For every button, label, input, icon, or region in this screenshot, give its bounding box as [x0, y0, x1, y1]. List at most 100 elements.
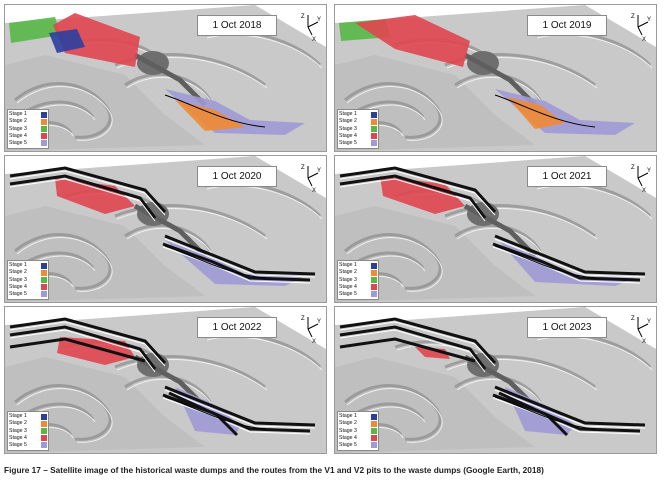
svg-text:Y: Y	[317, 319, 321, 325]
stage-legend: Stage 1 Stage 2 Stage 3 Stage 4 Stage 5	[7, 109, 49, 149]
svg-text:X: X	[312, 188, 316, 192]
legend-label: Stage 3	[339, 276, 357, 283]
legend-item: Stage 2	[339, 269, 377, 276]
legend-item: Stage 1	[9, 111, 47, 118]
legend-label: Stage 5	[9, 290, 27, 297]
panel-date-label: 1 Oct 2019	[527, 15, 607, 36]
legend-item: Stage 5	[339, 140, 377, 147]
legend-swatch	[41, 413, 47, 420]
terrain-image	[335, 5, 656, 151]
svg-text:Y: Y	[317, 17, 321, 23]
legend-item: Stage 1	[339, 262, 377, 269]
legend-swatch	[371, 442, 377, 449]
legend-swatch	[41, 420, 47, 427]
legend-item: Stage 4	[339, 435, 377, 442]
terrain-image	[5, 307, 326, 453]
panel-p2023: 1 Oct 2023 Z Y X Stage 1 Stage 2 Stage 3 Sta…	[334, 306, 657, 454]
legend-swatch	[371, 111, 377, 118]
legend-label: Stage 5	[339, 290, 357, 297]
legend-swatch	[41, 277, 47, 284]
legend-swatch	[371, 140, 377, 147]
figure-caption: Figure 17 – Satellite image of the histo…	[4, 465, 544, 475]
svg-text:Z: Z	[631, 316, 635, 322]
legend-swatch	[41, 133, 47, 140]
svg-text:X: X	[642, 37, 646, 41]
stage-legend: Stage 1 Stage 2 Stage 3 Stage 4 Stage 5	[337, 411, 379, 451]
legend-label: Stage 4	[339, 283, 357, 290]
legend-label: Stage 5	[339, 139, 357, 146]
legend-swatch	[371, 133, 377, 140]
legend-label: Stage 2	[9, 420, 27, 427]
legend-label: Stage 4	[9, 132, 27, 139]
legend-swatch	[41, 269, 47, 276]
stage-legend: Stage 1 Stage 2 Stage 3 Stage 4 Stage 5	[337, 109, 379, 149]
legend-label: Stage 2	[9, 269, 27, 276]
legend-swatch	[41, 111, 47, 118]
svg-text:X: X	[642, 339, 646, 343]
panel-p2019: 1 Oct 2019 Z Y X Stage 1 Stage 2 Stage 3 Sta…	[334, 4, 657, 152]
legend-label: Stage 1	[9, 111, 27, 118]
legend-item: Stage 5	[9, 140, 47, 147]
legend-label: Stage 4	[339, 132, 357, 139]
stage-legend: Stage 1 Stage 2 Stage 3 Stage 4 Stage 5	[7, 411, 49, 451]
legend-label: Stage 1	[9, 413, 27, 420]
legend-swatch	[41, 435, 47, 442]
legend-item: Stage 2	[9, 269, 47, 276]
legend-item: Stage 1	[339, 413, 377, 420]
legend-item: Stage 3	[9, 125, 47, 133]
legend-label: Stage 5	[339, 441, 357, 448]
legend-label: Stage 1	[339, 413, 357, 420]
svg-text:Z: Z	[301, 165, 305, 171]
legend-item: Stage 1	[9, 413, 47, 420]
legend-item: Stage 4	[339, 284, 377, 291]
panel-date-label: 1 Oct 2020	[197, 166, 277, 187]
legend-label: Stage 2	[9, 118, 27, 125]
legend-label: Stage 2	[339, 269, 357, 276]
legend-swatch	[41, 284, 47, 291]
legend-item: Stage 1	[9, 262, 47, 269]
panel-date-label: 1 Oct 2021	[527, 166, 607, 187]
terrain-image	[5, 156, 326, 302]
legend-swatch	[41, 118, 47, 125]
legend-item: Stage 2	[339, 420, 377, 427]
legend-swatch	[41, 442, 47, 449]
legend-swatch	[41, 291, 47, 298]
legend-item: Stage 4	[9, 133, 47, 140]
legend-swatch	[371, 277, 377, 284]
svg-text:Z: Z	[631, 165, 635, 171]
axis-orientation-icon: Z Y X	[628, 11, 652, 43]
legend-label: Stage 3	[9, 125, 27, 132]
legend-label: Stage 3	[339, 427, 357, 434]
svg-text:Z: Z	[301, 14, 305, 20]
legend-label: Stage 2	[339, 420, 357, 427]
legend-swatch	[371, 269, 377, 276]
axis-orientation-icon: Z Y X	[628, 313, 652, 345]
legend-swatch	[371, 126, 377, 133]
legend-item: Stage 4	[9, 435, 47, 442]
legend-label: Stage 3	[339, 125, 357, 132]
panel-date-label: 1 Oct 2018	[197, 15, 277, 36]
legend-swatch	[41, 428, 47, 435]
svg-text:Z: Z	[301, 316, 305, 322]
legend-item: Stage 1	[339, 111, 377, 118]
legend-label: Stage 2	[339, 118, 357, 125]
svg-text:X: X	[642, 188, 646, 192]
legend-swatch	[371, 435, 377, 442]
legend-item: Stage 3	[339, 125, 377, 133]
legend-item: Stage 5	[339, 442, 377, 449]
legend-swatch	[41, 140, 47, 147]
legend-label: Stage 1	[339, 111, 357, 118]
legend-item: Stage 3	[339, 427, 377, 435]
legend-label: Stage 1	[9, 262, 27, 269]
legend-swatch	[371, 118, 377, 125]
panel-p2020: 1 Oct 2020 Z Y X Stage 1 Stage 2 Stage 3 Sta…	[4, 155, 327, 303]
svg-text:Y: Y	[647, 168, 651, 174]
legend-item: Stage 5	[9, 291, 47, 298]
axis-orientation-icon: Z Y X	[298, 313, 322, 345]
legend-item: Stage 3	[9, 276, 47, 284]
legend-item: Stage 2	[9, 420, 47, 427]
panel-p2021: 1 Oct 2021 Z Y X Stage 1 Stage 2 Stage 3 Sta…	[334, 155, 657, 303]
panel-date-label: 1 Oct 2022	[197, 317, 277, 338]
legend-item: Stage 5	[9, 442, 47, 449]
